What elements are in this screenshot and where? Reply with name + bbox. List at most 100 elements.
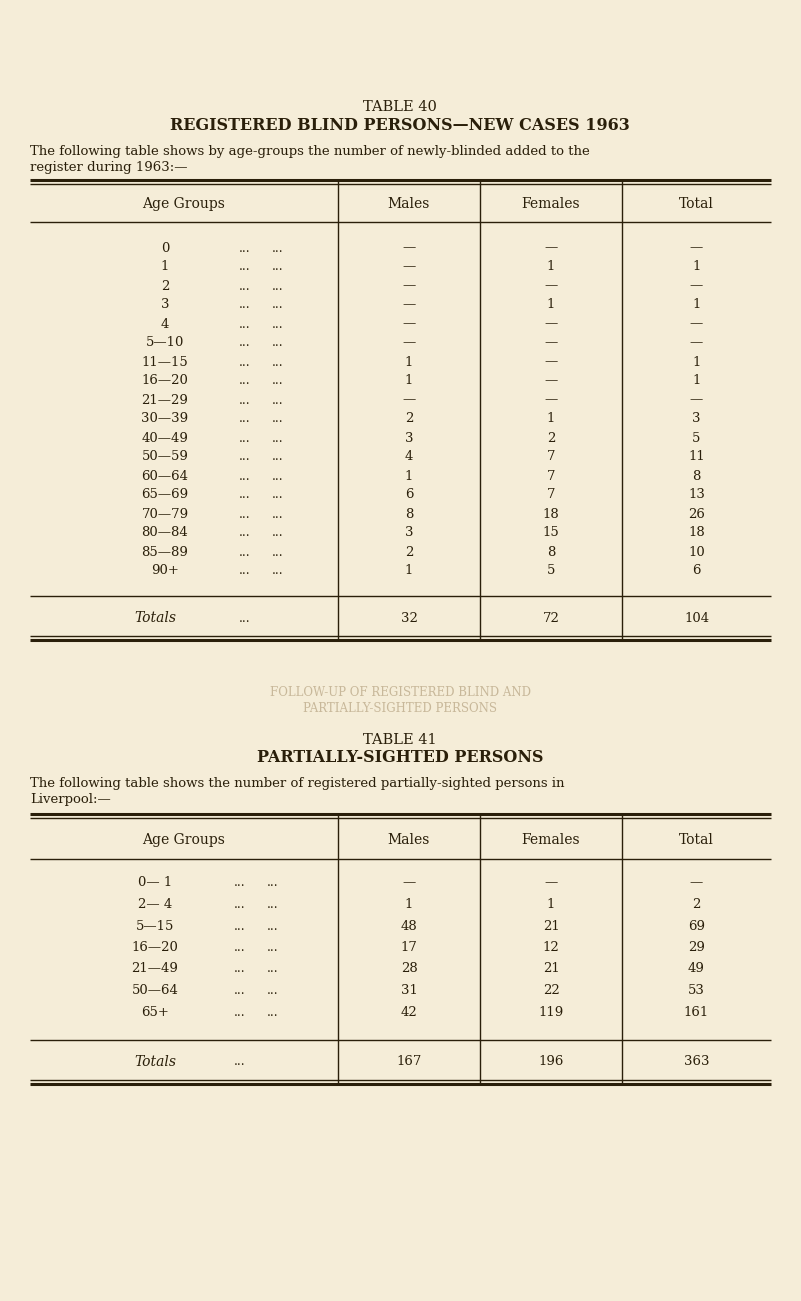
Text: 21: 21: [542, 963, 559, 976]
Text: 3: 3: [405, 527, 413, 540]
Text: ...: ...: [272, 545, 284, 558]
Text: 72: 72: [542, 611, 559, 624]
Text: 3: 3: [161, 298, 169, 311]
Text: Age Groups: Age Groups: [143, 196, 225, 211]
Text: PARTIALLY-SIGHTED PERSONS: PARTIALLY-SIGHTED PERSONS: [303, 701, 497, 714]
Text: 65+: 65+: [141, 1006, 169, 1019]
Text: —: —: [690, 317, 703, 330]
Text: —: —: [402, 337, 416, 350]
Text: 8: 8: [547, 545, 555, 558]
Text: ...: ...: [234, 941, 246, 954]
Text: 5: 5: [547, 565, 555, 578]
Text: —: —: [690, 337, 703, 350]
Text: ...: ...: [272, 565, 284, 578]
Text: 26: 26: [688, 507, 705, 520]
Text: 65—69: 65—69: [142, 488, 188, 501]
Text: —: —: [545, 337, 557, 350]
Text: 7: 7: [547, 470, 555, 483]
Text: —: —: [690, 242, 703, 255]
Text: ...: ...: [272, 242, 284, 255]
Text: 50—59: 50—59: [142, 450, 188, 463]
Text: 90+: 90+: [151, 565, 179, 578]
Text: 16—20: 16—20: [142, 375, 188, 388]
Text: 11—15: 11—15: [142, 355, 188, 368]
Text: 16—20: 16—20: [131, 941, 179, 954]
Text: 1: 1: [692, 298, 701, 311]
Text: ...: ...: [272, 280, 284, 293]
Text: 70—79: 70—79: [142, 507, 188, 520]
Text: ...: ...: [272, 317, 284, 330]
Text: 3: 3: [405, 432, 413, 445]
Text: ...: ...: [234, 984, 246, 997]
Text: 2: 2: [692, 898, 701, 911]
Text: 6: 6: [692, 565, 701, 578]
Text: 2: 2: [547, 432, 555, 445]
Text: Age Groups: Age Groups: [143, 833, 225, 847]
Text: ...: ...: [268, 963, 279, 976]
Text: 196: 196: [538, 1055, 564, 1068]
Text: ...: ...: [272, 393, 284, 406]
Text: 1: 1: [161, 260, 169, 273]
Text: 1: 1: [405, 355, 413, 368]
Text: PARTIALLY-SIGHTED PERSONS: PARTIALLY-SIGHTED PERSONS: [257, 749, 543, 766]
Text: 119: 119: [538, 1006, 564, 1019]
Text: 17: 17: [400, 941, 417, 954]
Text: 1: 1: [692, 260, 701, 273]
Text: ...: ...: [268, 984, 279, 997]
Text: 21—29: 21—29: [142, 393, 188, 406]
Text: 3: 3: [692, 412, 701, 425]
Text: Males: Males: [388, 196, 430, 211]
Text: Females: Females: [521, 196, 580, 211]
Text: 30—39: 30—39: [142, 412, 188, 425]
Text: Totals: Totals: [134, 1055, 176, 1068]
Text: Total: Total: [679, 833, 714, 847]
Text: 1: 1: [547, 412, 555, 425]
Text: ...: ...: [272, 260, 284, 273]
Text: 2: 2: [405, 412, 413, 425]
Text: 13: 13: [688, 488, 705, 501]
Text: 8: 8: [405, 507, 413, 520]
Text: Totals: Totals: [134, 611, 176, 624]
Text: 85—89: 85—89: [142, 545, 188, 558]
Text: 5—15: 5—15: [136, 920, 174, 933]
Text: ...: ...: [272, 337, 284, 350]
Text: ...: ...: [234, 1055, 246, 1068]
Text: 18: 18: [688, 527, 705, 540]
Text: 48: 48: [400, 920, 417, 933]
Text: 161: 161: [684, 1006, 709, 1019]
Text: ...: ...: [272, 298, 284, 311]
Text: 31: 31: [400, 984, 417, 997]
Text: register during 1963:—: register during 1963:—: [30, 160, 187, 173]
Text: 1: 1: [405, 470, 413, 483]
Text: TABLE 40: TABLE 40: [363, 100, 437, 114]
Text: ...: ...: [239, 432, 251, 445]
Text: 69: 69: [688, 920, 705, 933]
Text: —: —: [690, 280, 703, 293]
Text: Liverpool:—: Liverpool:—: [30, 794, 111, 807]
Text: 49: 49: [688, 963, 705, 976]
Text: ...: ...: [234, 920, 246, 933]
Text: 1: 1: [692, 375, 701, 388]
Text: —: —: [402, 393, 416, 406]
Text: ...: ...: [268, 898, 279, 911]
Text: ...: ...: [239, 527, 251, 540]
Text: ...: ...: [239, 565, 251, 578]
Text: 1: 1: [405, 375, 413, 388]
Text: 2: 2: [161, 280, 169, 293]
Text: —: —: [402, 260, 416, 273]
Text: 7: 7: [547, 488, 555, 501]
Text: 15: 15: [542, 527, 559, 540]
Text: 1: 1: [692, 355, 701, 368]
Text: ...: ...: [272, 470, 284, 483]
Text: ...: ...: [239, 317, 251, 330]
Text: 53: 53: [688, 984, 705, 997]
Text: ...: ...: [239, 450, 251, 463]
Text: ...: ...: [268, 941, 279, 954]
Text: ...: ...: [268, 877, 279, 890]
Text: —: —: [545, 317, 557, 330]
Text: 1: 1: [405, 898, 413, 911]
Text: 50—64: 50—64: [131, 984, 179, 997]
Text: 5: 5: [692, 432, 701, 445]
Text: —: —: [690, 877, 703, 890]
Text: ...: ...: [268, 1006, 279, 1019]
